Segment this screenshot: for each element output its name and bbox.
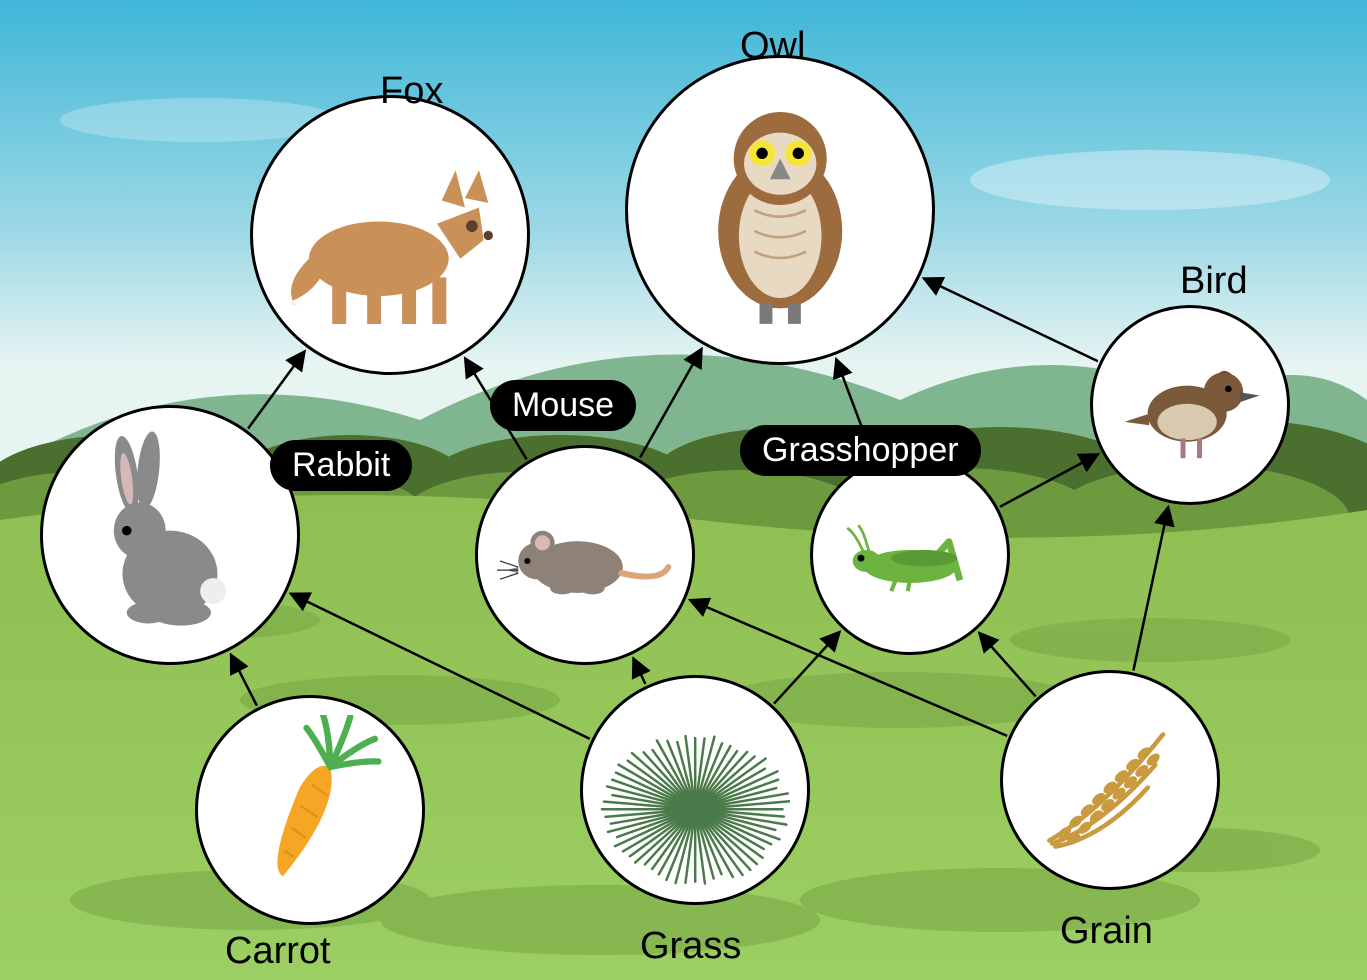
label-fox: Fox	[380, 70, 443, 113]
node-carrot	[195, 695, 425, 925]
label-owl: Owl	[740, 25, 805, 68]
label-carrot: Carrot	[225, 930, 331, 973]
label-grass: Grass	[640, 925, 741, 968]
label-bird: Bird	[1180, 260, 1248, 303]
node-grass	[580, 675, 810, 905]
pill-grasshopper: Grasshopper	[740, 425, 981, 476]
label-grain: Grain	[1060, 910, 1153, 953]
food-web-diagram: Fox Owl Bird Carrot Grass Grain Rabbit M…	[0, 0, 1367, 980]
node-grasshopper	[810, 455, 1010, 655]
node-grain	[1000, 670, 1220, 890]
pill-rabbit: Rabbit	[270, 440, 412, 491]
node-rabbit	[40, 405, 300, 665]
node-bird	[1090, 305, 1290, 505]
node-mouse	[475, 445, 695, 665]
pill-mouse: Mouse	[490, 380, 636, 431]
node-owl	[625, 55, 935, 365]
node-fox	[250, 95, 530, 375]
